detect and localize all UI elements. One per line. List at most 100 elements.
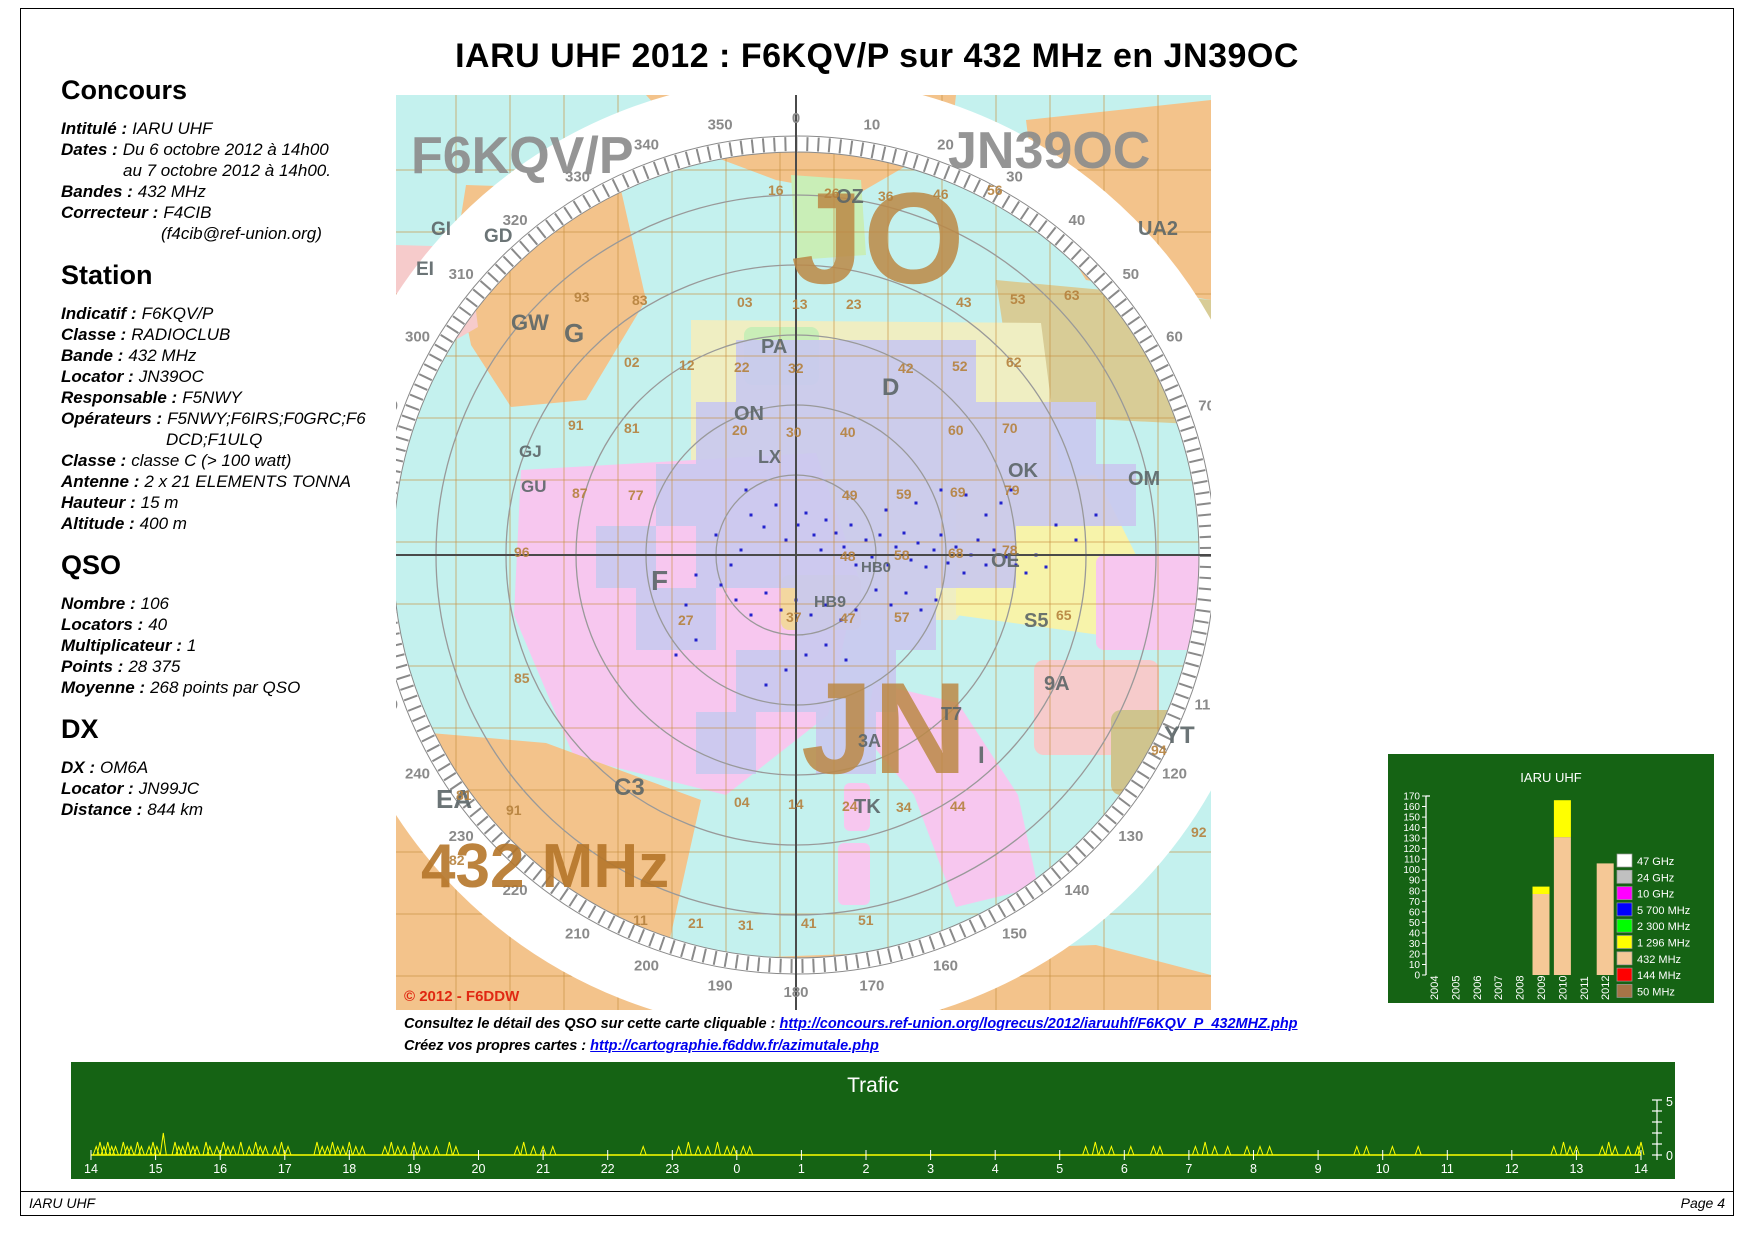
svg-text:140: 140 [1064,882,1089,899]
svg-text:LX: LX [758,447,781,467]
svg-text:15: 15 [149,1162,163,1176]
svg-text:83: 83 [632,292,648,308]
svg-text:53: 53 [1010,291,1026,307]
stat-label: Moyenne : [61,678,146,697]
stat-value: OM6A [100,758,149,777]
svg-text:18: 18 [342,1162,356,1176]
svg-text:43: 43 [956,294,972,310]
svg-text:47: 47 [840,610,856,626]
svg-text:350: 350 [708,117,733,134]
svg-text:230: 230 [449,828,474,845]
svg-text:210: 210 [565,926,590,943]
map-band-label: 432 MHz [421,832,669,901]
svg-text:47 GHz: 47 GHz [1637,856,1674,868]
svg-text:92: 92 [1191,824,1207,840]
svg-text:220: 220 [503,882,528,899]
stat-value: au 7 octobre 2012 à 14h00. [123,161,331,180]
svg-text:4: 4 [992,1162,999,1176]
svg-text:17: 17 [278,1162,292,1176]
stat-label: Locators : [61,615,144,634]
svg-text:5: 5 [1056,1162,1063,1176]
svg-text:C3: C3 [614,774,645,801]
svg-text:8: 8 [1250,1162,1257,1176]
svg-text:310: 310 [449,266,474,283]
svg-text:26: 26 [824,185,840,201]
svg-text:16: 16 [768,182,784,198]
svg-text:91: 91 [506,802,522,818]
svg-text:T7: T7 [941,704,962,724]
stat-row: Points :28 375 [61,656,396,677]
svg-text:70: 70 [1002,420,1018,436]
svg-text:2009: 2009 [1536,976,1548,1000]
stat-row: Intitulé : IARU UHF [61,118,396,139]
svg-text:PA: PA [761,336,787,358]
svg-text:180: 180 [783,984,808,1001]
svg-text:3A: 3A [858,731,881,751]
svg-text:100: 100 [1403,865,1420,876]
stat-label: Distance : [61,800,143,819]
svg-text:85: 85 [514,670,530,686]
footer-contest-name: IARU UHF [29,1195,96,1211]
yearly-results-chart-svg: IARU UHF01020304050607080901001101201301… [1388,754,1714,1003]
svg-text:9: 9 [1315,1162,1322,1176]
stat-label: DX : [61,758,95,777]
stat-value: JN99JC [138,779,200,798]
svg-text:2012: 2012 [1600,976,1612,1000]
svg-text:200: 200 [634,958,659,975]
svg-text:170: 170 [859,977,884,994]
stat-label: Bandes : [61,182,133,201]
stat-label: Points : [61,657,124,676]
stat-row: Dates : Du 6 octobre 2012 à 14h00 [61,139,396,160]
stat-label: Classe : [61,451,127,470]
svg-text:03: 03 [737,294,753,310]
create-maps-link-line: Créez vos propres cartes : http://cartog… [404,1035,1298,1057]
svg-text:40: 40 [1069,212,1086,229]
svg-text:70: 70 [1409,897,1421,908]
svg-text:51: 51 [858,912,874,928]
stat-value: (f4cib@ref-union.org) [161,224,322,243]
stat-label: Locator : [61,367,134,386]
trafic-scale-min: 0 [1666,1149,1673,1163]
svg-text:140: 140 [1403,823,1420,834]
svg-text:22: 22 [734,359,750,375]
svg-text:21: 21 [536,1162,550,1176]
qso-detail-link[interactable]: http://concours.ref-union.org/logrecus/2… [779,1016,1298,1032]
svg-text:1: 1 [798,1162,805,1176]
svg-text:12: 12 [1505,1162,1519,1176]
svg-text:EI: EI [416,259,434,280]
svg-text:90: 90 [1409,876,1421,887]
svg-text:340: 340 [634,136,659,153]
svg-text:20: 20 [732,422,748,438]
svg-text:56: 56 [987,182,1003,198]
svg-text:GD: GD [484,226,513,247]
create-maps-link[interactable]: http://cartographie.f6ddw.fr/azimutale.p… [590,1038,879,1054]
svg-text:37: 37 [786,609,802,625]
stat-label: Intitulé : [61,119,128,138]
stat-row: Locator : JN39OC [61,366,396,387]
footer-page-number: Page 4 [1680,1195,1725,1211]
svg-text:144 MHz: 144 MHz [1637,970,1681,982]
stat-label: Indicatif : [61,304,137,323]
svg-text:I: I [978,742,985,769]
stat-row: Distance :844 km [61,799,396,820]
stat-label: Dates : [61,140,118,159]
svg-text:79: 79 [1004,482,1020,498]
svg-text:57: 57 [894,609,910,625]
svg-text:30: 30 [1409,939,1421,950]
svg-text:20: 20 [937,136,954,153]
stat-row: Indicatif : F6KQV/P [61,303,396,324]
stat-row: Altitude :400 m [61,513,396,534]
svg-text:110: 110 [1194,697,1211,714]
stat-row: Responsable : F5NWY [61,387,396,408]
svg-text:2: 2 [863,1162,870,1176]
svg-text:34: 34 [896,799,912,815]
svg-text:3: 3 [927,1162,934,1176]
svg-text:58: 58 [894,547,910,563]
svg-text:94: 94 [1151,742,1167,758]
svg-text:6: 6 [1121,1162,1128,1176]
svg-text:50: 50 [1409,918,1421,929]
stat-row: Nombre :106 [61,593,396,614]
stat-label: Hauteur : [61,493,136,512]
svg-text:19: 19 [407,1162,421,1176]
svg-text:21: 21 [688,915,704,931]
